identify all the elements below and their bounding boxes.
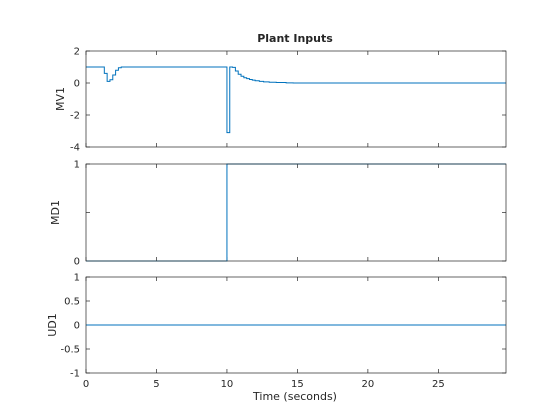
- mv1-ytick-label: 0: [74, 79, 80, 90]
- mv1-series-line: [86, 66, 506, 134]
- ud1-ytick-label: -1: [70, 369, 80, 380]
- ud1-xtick-label: 15: [291, 379, 304, 390]
- ud1-ticks: -1-0.500.510 5 10 15 20 25: [60, 273, 506, 390]
- ud1-y-axis-label: UD1: [46, 313, 59, 337]
- figure-title: Plant Inputs: [257, 32, 333, 45]
- md1-y-axis-label: MD1: [49, 200, 62, 225]
- ud1-ytick-label: -0.5: [60, 345, 80, 356]
- ud1-xtick-label: 10: [221, 379, 234, 390]
- ud1-ytick-label: 1: [74, 273, 80, 284]
- mv1-ytick-label: -2: [70, 111, 80, 122]
- ud1-xtick-label: 20: [362, 379, 375, 390]
- mv1-axes-box: [85, 50, 507, 148]
- mv1-plot-area: [86, 66, 506, 134]
- ud1-ytick-label: 0.5: [64, 297, 80, 308]
- ud1-ytick-label: 0: [74, 321, 80, 332]
- mv1-panel: -4 -2 0 2 MV1: [54, 47, 507, 154]
- ud1-axes-box: [85, 276, 507, 374]
- x-axis-label: Time (seconds): [252, 390, 337, 403]
- ud1-xtick-label: 5: [153, 379, 159, 390]
- mv1-y-axis-label: MV1: [54, 87, 67, 111]
- md1-ytick-label: 1: [74, 160, 80, 171]
- mv1-ytick-label: 2: [74, 47, 80, 58]
- ud1-xtick-label: 25: [432, 379, 445, 390]
- md1-ytick-label: 0: [74, 257, 80, 268]
- ud1-xtick-label: 0: [83, 379, 89, 390]
- md1-panel: 0 1 MD1: [49, 160, 507, 268]
- md1-axes-box: [85, 163, 507, 262]
- ud1-panel: -1-0.500.510 5 10 15 20 25 UD1: [46, 273, 507, 390]
- mv1-ytick-label: -4: [70, 143, 80, 154]
